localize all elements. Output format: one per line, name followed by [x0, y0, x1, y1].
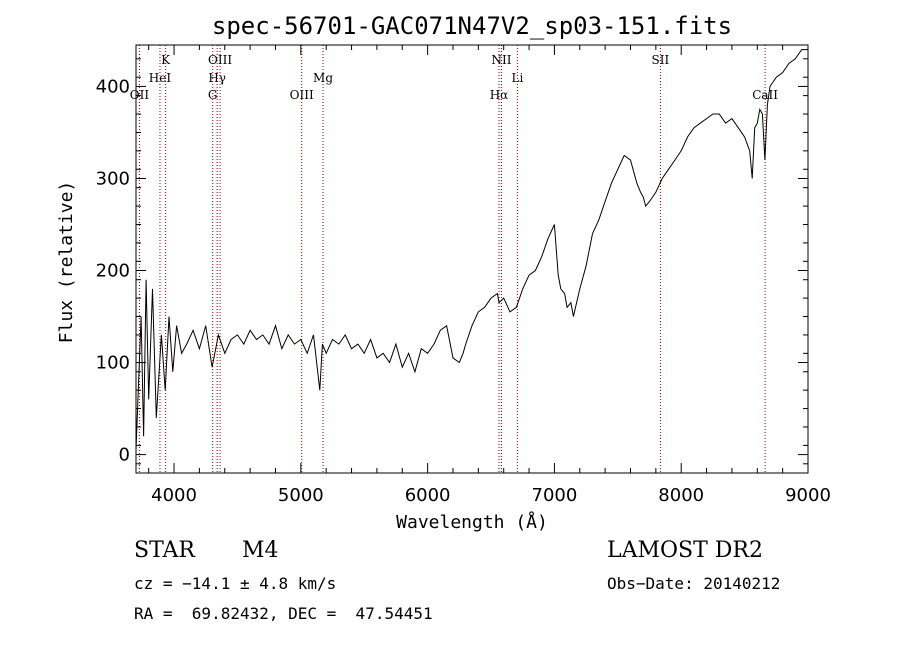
y-axis-label: Flux (relative)	[56, 181, 77, 344]
x-tick-label: 8000	[658, 485, 704, 506]
plot-frame	[135, 44, 809, 474]
redshift-cz: cz = −14.1 ± 4.8 km/s	[134, 574, 337, 593]
spectrum-series-line	[135, 49, 808, 451]
survey-name: LAMOST DR2	[607, 538, 763, 563]
y-tick-label: 100	[96, 353, 130, 374]
x-tick-label: 6000	[405, 485, 451, 506]
spectral-line-label: OII	[130, 88, 150, 102]
spectral-line-markers: OII HeI K G Hγ OIII OIII Mg Hα NII Li SII CaII	[130, 45, 778, 473]
spectral-line-label: G	[208, 88, 218, 102]
spectral-line-label: OIII	[290, 88, 314, 102]
y-tick-label: 400	[96, 76, 130, 97]
x-tick-label: 9000	[785, 485, 831, 506]
y-tick-label: 200	[96, 261, 130, 282]
spectral-line-label: HeI	[149, 71, 172, 85]
spectral-line-label: CaII	[752, 88, 778, 102]
y-tick-label: 300	[96, 168, 130, 189]
x-axis-label: Wavelength (Å)	[396, 511, 548, 533]
object-type: STAR	[134, 538, 195, 563]
y-tick-label: 0	[119, 445, 130, 466]
spectral-line-label: Mg	[313, 71, 333, 85]
x-tick-label: 7000	[532, 485, 578, 506]
spectral-line-label: Hγ	[208, 71, 226, 85]
spectral-line-label: Hα	[490, 88, 509, 102]
ra-dec-coordinates: RA = 69.82432, DEC = 47.54451	[134, 604, 433, 623]
axis-ticks: 4000 5000 6000 7000 8000 9000 0 100 200 300 400	[96, 45, 831, 506]
observation-date: Obs−Date: 20140212	[607, 574, 781, 593]
spectral-line-label: K	[161, 53, 171, 67]
chart-title: spec-56701-GAC071N47V2_sp03-151.fits	[212, 12, 732, 40]
spectral-line-label: Li	[511, 71, 523, 85]
x-tick-label: 5000	[278, 485, 324, 506]
spectral-line-label: NII	[492, 53, 512, 67]
x-tick-label: 4000	[151, 485, 197, 506]
spectral-line-label: OIII	[208, 53, 232, 67]
spectral-line-label: SII	[652, 53, 670, 67]
object-subclass: M4	[242, 538, 279, 563]
